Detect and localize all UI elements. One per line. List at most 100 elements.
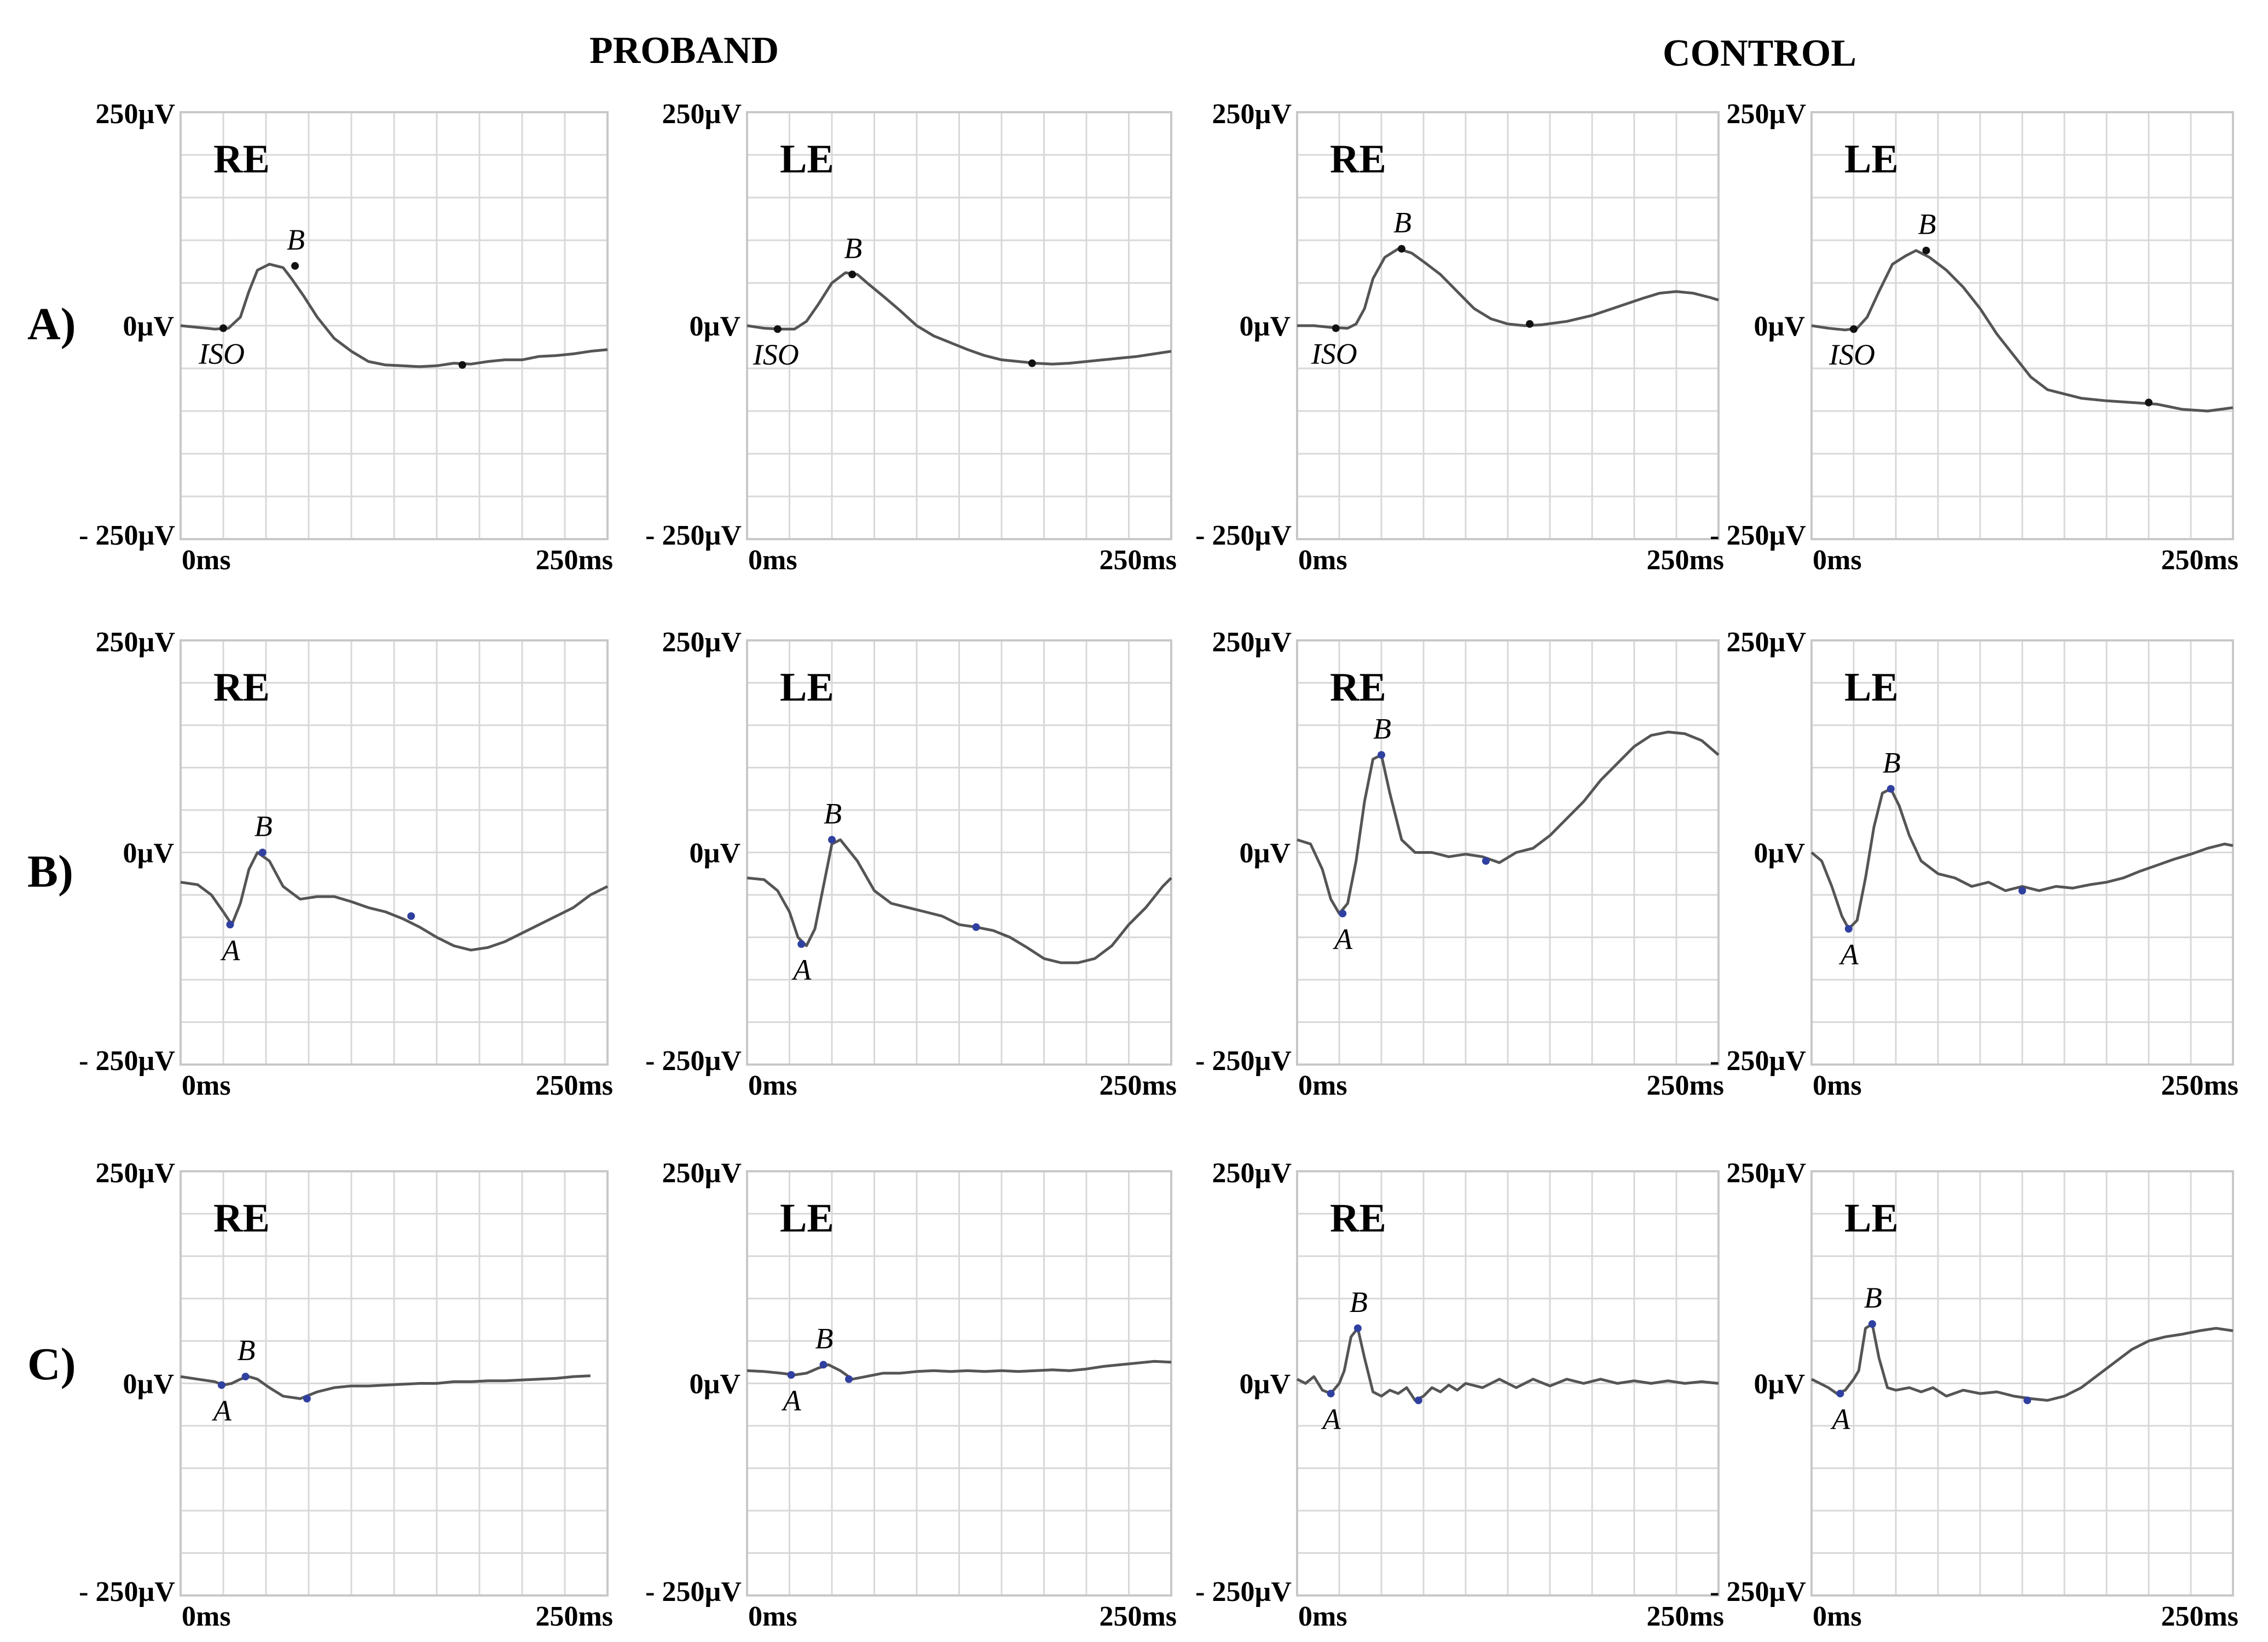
x-max-label: 250ms bbox=[1646, 1601, 1724, 1632]
y-max-label: 250µV bbox=[662, 99, 742, 130]
marker-a-label: A bbox=[1333, 923, 1353, 956]
y-min-label: - 250µV bbox=[1710, 1576, 1806, 1608]
marker-trough-point bbox=[2018, 887, 2026, 895]
eye-label: LE bbox=[780, 665, 834, 710]
eye-label: RE bbox=[213, 665, 270, 710]
x-min-label: 0ms bbox=[1813, 545, 1862, 576]
eye-label: LE bbox=[1844, 1196, 1899, 1241]
x-max-label: 250ms bbox=[535, 545, 613, 576]
x-max-label: 250ms bbox=[2161, 545, 2238, 576]
eye-label: LE bbox=[780, 1196, 834, 1241]
x-min-label: 0ms bbox=[748, 1070, 797, 1101]
marker-iso-point bbox=[219, 324, 227, 332]
x-max-label: 250ms bbox=[1099, 1601, 1177, 1632]
marker-a-label: A bbox=[791, 953, 812, 986]
series-line bbox=[1297, 247, 1719, 330]
marker-b-label: B bbox=[287, 223, 305, 256]
marker-iso-point bbox=[1332, 324, 1340, 332]
marker-b-point bbox=[241, 1373, 250, 1381]
marker-b-point bbox=[828, 836, 836, 844]
marker-a-label: A bbox=[1321, 1403, 1341, 1436]
eye-label: RE bbox=[1330, 1196, 1386, 1241]
series-line bbox=[1810, 1322, 2234, 1402]
y-min-label: - 250µV bbox=[645, 1045, 742, 1077]
marker-b-point bbox=[258, 848, 267, 857]
grid bbox=[747, 112, 1171, 539]
x-min-label: 0ms bbox=[1298, 1601, 1347, 1632]
y-min-label: - 250µV bbox=[1710, 1045, 1806, 1077]
y-max-label: 250µV bbox=[662, 1158, 742, 1189]
y-min-label: - 250µV bbox=[79, 520, 175, 551]
x-min-label: 0ms bbox=[1298, 545, 1347, 576]
x-min-label: 0ms bbox=[182, 545, 231, 576]
y-min-label: - 250µV bbox=[79, 1045, 175, 1077]
marker-trough-point bbox=[972, 923, 980, 931]
marker-iso-label: ISO bbox=[753, 338, 799, 371]
eye-label: RE bbox=[213, 137, 270, 182]
grid bbox=[181, 640, 608, 1065]
x-max-label: 250ms bbox=[1099, 1070, 1177, 1101]
marker-b-point bbox=[1868, 1320, 1876, 1328]
y-zero-label: 0µV bbox=[1239, 311, 1291, 342]
marker-b-point bbox=[1397, 245, 1405, 253]
series-line bbox=[1811, 249, 2234, 413]
y-zero-label: 0µV bbox=[689, 838, 740, 869]
eye-label: LE bbox=[780, 137, 834, 182]
marker-iso-point bbox=[1850, 325, 1858, 333]
marker-b-point bbox=[819, 1361, 828, 1369]
marker-a-label: A bbox=[1830, 1403, 1850, 1436]
grid bbox=[747, 640, 1171, 1065]
marker-iso-label: ISO bbox=[1829, 338, 1875, 371]
marker-a-point bbox=[1836, 1390, 1844, 1398]
marker-trough-point bbox=[1028, 359, 1036, 367]
y-max-label: 250µV bbox=[1212, 1158, 1292, 1189]
marker-trough-point bbox=[2023, 1396, 2032, 1404]
series-line bbox=[180, 1374, 591, 1400]
y-min-label: - 250µV bbox=[1710, 520, 1806, 551]
y-max-label: 250µV bbox=[1726, 627, 1806, 658]
series-line bbox=[1296, 1327, 1719, 1402]
y-max-label: 250µV bbox=[95, 627, 175, 658]
marker-a-point bbox=[1339, 910, 1347, 918]
x-min-label: 0ms bbox=[748, 1601, 797, 1632]
marker-a-point bbox=[226, 921, 234, 929]
row-label-b: B) bbox=[27, 846, 73, 897]
eye-label: RE bbox=[213, 1196, 270, 1241]
marker-a-point bbox=[787, 1371, 795, 1379]
group-title-proband: PROBAND bbox=[589, 30, 779, 72]
y-zero-label: 0µV bbox=[1239, 1369, 1291, 1400]
marker-b-point bbox=[1378, 751, 1385, 759]
y-zero-label: 0µV bbox=[689, 311, 740, 342]
row-label-a: A) bbox=[27, 299, 76, 350]
y-max-label: 250µV bbox=[1726, 99, 1806, 130]
marker-trough-point bbox=[1482, 857, 1490, 865]
plot-frame bbox=[746, 1170, 1172, 1597]
y-min-label: - 250µV bbox=[79, 1576, 175, 1608]
y-zero-label: 0µV bbox=[689, 1369, 740, 1400]
marker-a-label: A bbox=[782, 1384, 802, 1417]
series-line bbox=[1297, 730, 1720, 915]
marker-a-label: A bbox=[220, 934, 240, 967]
marker-a-point bbox=[1844, 925, 1853, 933]
x-max-label: 250ms bbox=[1646, 1070, 1724, 1101]
x-max-label: 250ms bbox=[2161, 1601, 2238, 1632]
plot-frame bbox=[180, 639, 609, 1066]
x-max-label: 250ms bbox=[2161, 1070, 2238, 1101]
grid bbox=[181, 112, 608, 539]
marker-b-point bbox=[1353, 1324, 1362, 1332]
y-zero-label: 0µV bbox=[123, 311, 174, 342]
y-max-label: 250µV bbox=[95, 99, 175, 130]
marker-iso-label: ISO bbox=[1311, 338, 1357, 371]
y-max-label: 250µV bbox=[662, 627, 742, 658]
marker-a-label: A bbox=[212, 1395, 232, 1427]
marker-iso-label: ISO bbox=[198, 338, 245, 371]
